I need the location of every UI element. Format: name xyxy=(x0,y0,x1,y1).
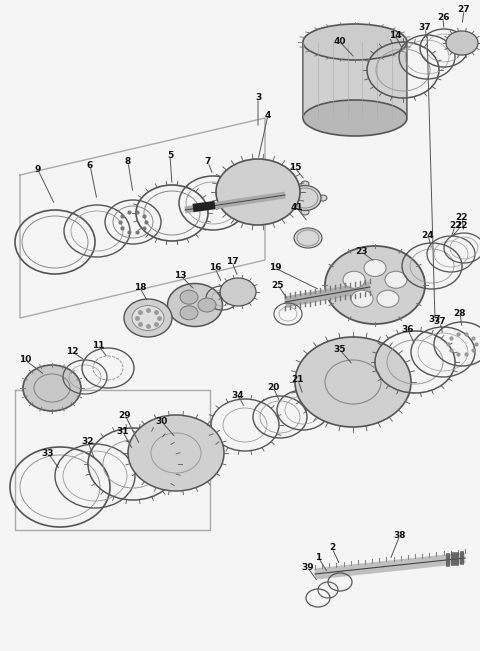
Ellipse shape xyxy=(23,365,81,411)
Ellipse shape xyxy=(343,271,365,288)
Ellipse shape xyxy=(377,290,399,307)
Text: 29: 29 xyxy=(119,411,132,419)
Ellipse shape xyxy=(301,209,309,215)
Text: 37: 37 xyxy=(419,23,432,33)
Text: 16: 16 xyxy=(209,264,221,273)
Text: 27: 27 xyxy=(458,5,470,14)
Ellipse shape xyxy=(216,159,300,225)
Ellipse shape xyxy=(128,415,224,491)
Text: 8: 8 xyxy=(125,158,131,167)
Text: 18: 18 xyxy=(134,283,146,292)
Text: 3: 3 xyxy=(255,94,261,102)
Text: 4: 4 xyxy=(265,111,271,120)
Text: 39: 39 xyxy=(302,564,314,572)
Text: 35: 35 xyxy=(334,346,346,355)
Ellipse shape xyxy=(294,228,322,248)
Ellipse shape xyxy=(351,290,373,307)
Ellipse shape xyxy=(446,31,478,55)
Text: 23: 23 xyxy=(356,247,368,256)
Text: 2: 2 xyxy=(329,544,335,553)
Text: 20: 20 xyxy=(267,383,279,391)
Text: 12: 12 xyxy=(66,348,78,357)
Ellipse shape xyxy=(319,195,327,201)
Ellipse shape xyxy=(220,278,256,306)
Text: 10: 10 xyxy=(19,355,31,365)
Text: 34: 34 xyxy=(232,391,244,400)
Text: 37: 37 xyxy=(429,316,441,324)
Ellipse shape xyxy=(168,283,223,327)
Ellipse shape xyxy=(180,290,198,304)
Ellipse shape xyxy=(325,246,425,324)
Text: 1: 1 xyxy=(315,553,321,562)
Text: 15: 15 xyxy=(289,163,301,173)
Text: 38: 38 xyxy=(394,531,406,540)
Ellipse shape xyxy=(289,186,321,210)
Text: 5: 5 xyxy=(167,150,173,159)
Text: 31: 31 xyxy=(117,428,129,437)
Text: 28: 28 xyxy=(454,309,466,318)
Text: 25: 25 xyxy=(272,281,284,290)
Text: 26: 26 xyxy=(437,14,449,23)
Ellipse shape xyxy=(132,305,164,331)
Ellipse shape xyxy=(385,271,407,288)
Text: 37: 37 xyxy=(434,318,446,327)
Ellipse shape xyxy=(301,181,309,187)
Text: 21: 21 xyxy=(292,376,304,385)
Text: 13: 13 xyxy=(174,271,186,279)
Text: 6: 6 xyxy=(87,161,93,169)
Ellipse shape xyxy=(198,298,216,312)
Ellipse shape xyxy=(303,100,407,136)
Text: 11: 11 xyxy=(92,340,104,350)
Text: 30: 30 xyxy=(156,417,168,426)
Text: 22: 22 xyxy=(449,221,461,230)
Text: 36: 36 xyxy=(402,326,414,335)
Text: 7: 7 xyxy=(205,158,211,167)
Text: 40: 40 xyxy=(334,38,346,46)
Text: 33: 33 xyxy=(42,449,54,458)
Text: 14: 14 xyxy=(389,31,401,40)
Text: 22: 22 xyxy=(456,221,468,230)
Text: 22: 22 xyxy=(456,214,468,223)
Text: 24: 24 xyxy=(422,230,434,240)
Ellipse shape xyxy=(295,337,411,427)
Text: 41: 41 xyxy=(291,204,303,212)
Text: 17: 17 xyxy=(226,258,238,266)
Ellipse shape xyxy=(124,299,172,337)
Ellipse shape xyxy=(303,24,407,60)
Text: 9: 9 xyxy=(35,165,41,174)
Ellipse shape xyxy=(364,260,386,277)
Ellipse shape xyxy=(283,195,291,201)
Text: 19: 19 xyxy=(269,264,281,273)
Bar xyxy=(303,42,407,118)
Ellipse shape xyxy=(180,306,198,320)
Text: 32: 32 xyxy=(82,437,94,447)
